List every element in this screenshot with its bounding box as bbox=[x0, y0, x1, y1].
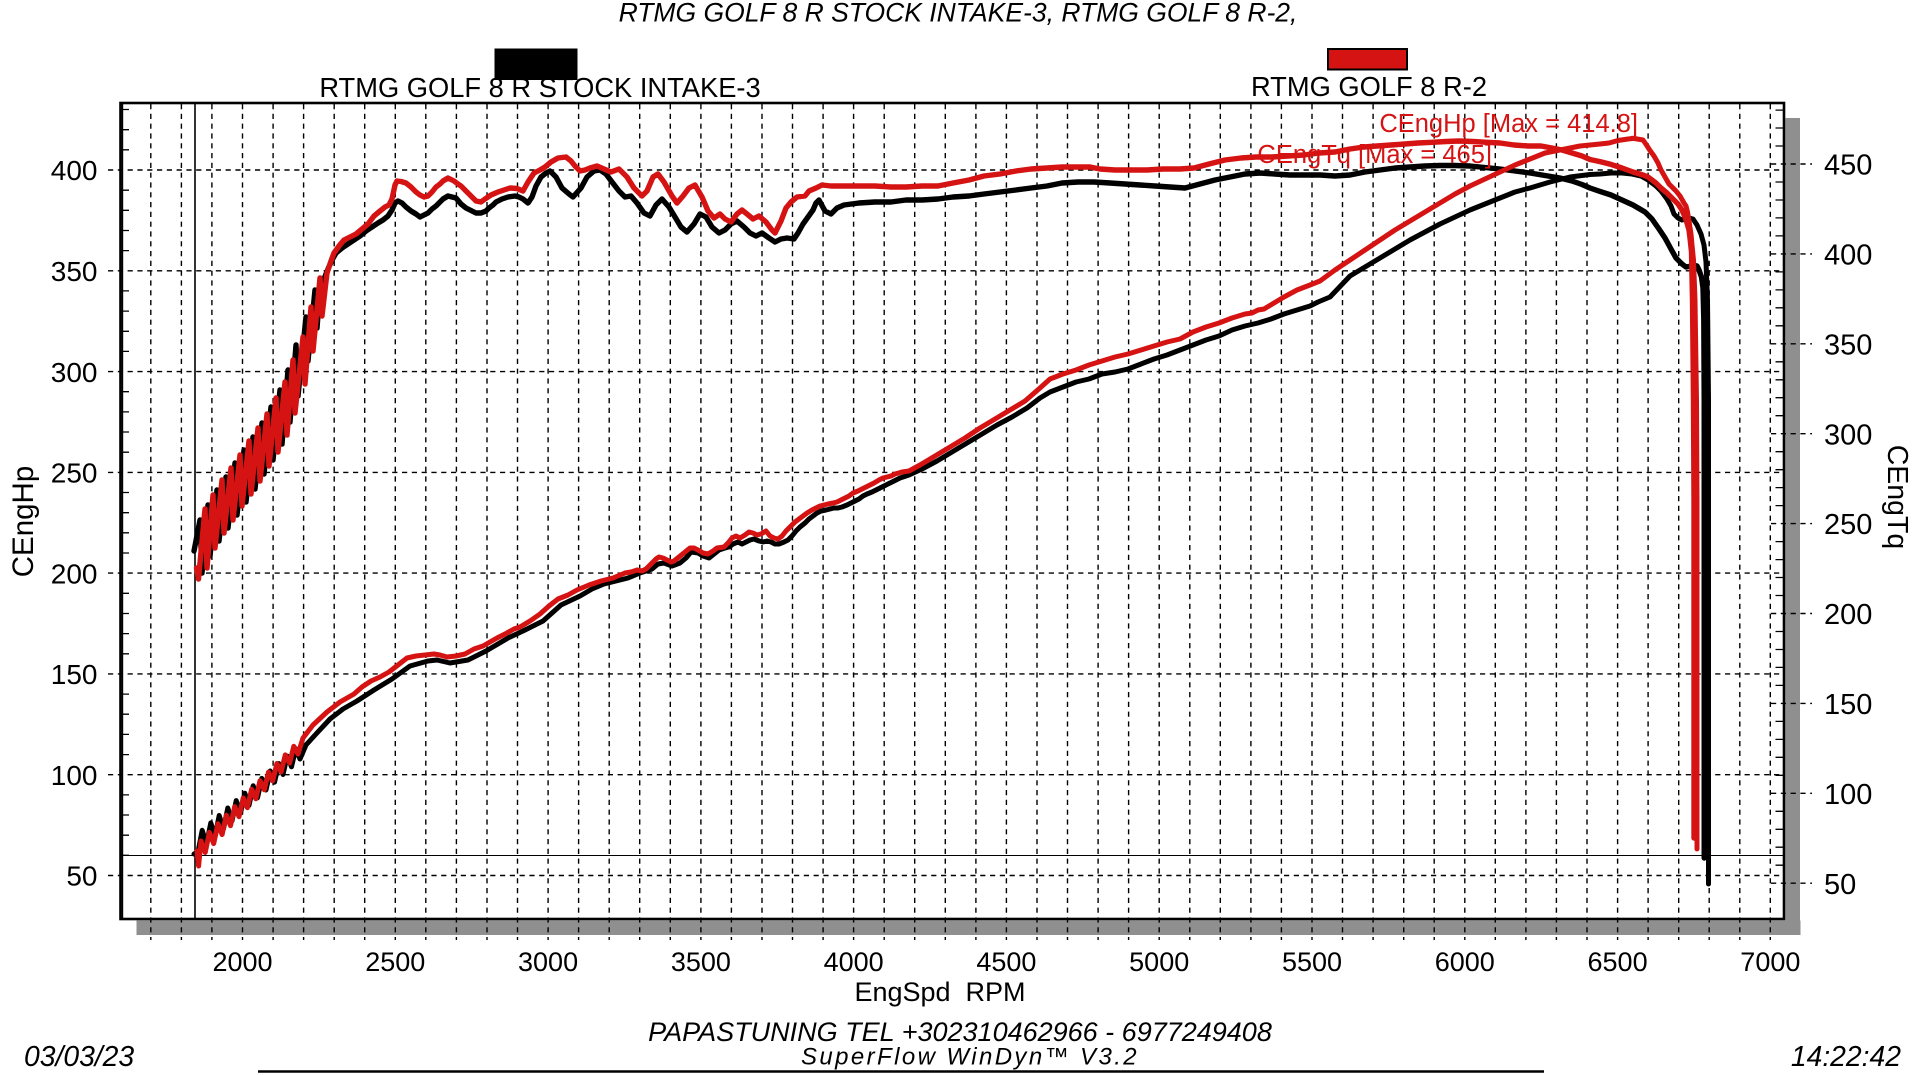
svg-text:250: 250 bbox=[1824, 509, 1872, 541]
svg-text:6500: 6500 bbox=[1588, 947, 1648, 977]
svg-text:400: 400 bbox=[51, 155, 98, 186]
svg-text:5000: 5000 bbox=[1129, 947, 1189, 977]
svg-text:4000: 4000 bbox=[824, 947, 884, 977]
svg-text:350: 350 bbox=[1824, 329, 1872, 361]
svg-text:CEngHp: CEngHp bbox=[7, 466, 40, 578]
svg-text:150: 150 bbox=[51, 659, 98, 690]
svg-text:RTMG GOLF 8 R STOCK INTAKE-3: RTMG GOLF 8 R STOCK INTAKE-3 bbox=[319, 72, 760, 103]
svg-text:300: 300 bbox=[51, 357, 98, 388]
svg-text:2500: 2500 bbox=[365, 947, 425, 977]
svg-text:5500: 5500 bbox=[1282, 947, 1342, 977]
svg-text:CEngTq: CEngTq bbox=[1881, 445, 1913, 550]
svg-text:150: 150 bbox=[1824, 689, 1872, 721]
svg-text:SuperFlow WinDyn™ V3.2: SuperFlow WinDyn™ V3.2 bbox=[801, 1044, 1139, 1071]
svg-text:200: 200 bbox=[1824, 599, 1872, 631]
svg-text:RTMG GOLF 8 R-2: RTMG GOLF 8 R-2 bbox=[1251, 71, 1487, 102]
svg-text:2000: 2000 bbox=[212, 947, 272, 977]
svg-text:250: 250 bbox=[51, 458, 98, 489]
svg-text:CEngTq [Max = 465]: CEngTq [Max = 465] bbox=[1257, 141, 1492, 169]
svg-text:CEngHp [Max = 414.8]: CEngHp [Max = 414.8] bbox=[1379, 110, 1638, 138]
svg-text:03/03/23: 03/03/23 bbox=[24, 1040, 134, 1072]
svg-text:6000: 6000 bbox=[1435, 947, 1495, 977]
svg-text:3500: 3500 bbox=[671, 947, 731, 977]
svg-text:200: 200 bbox=[51, 558, 98, 589]
svg-text:300: 300 bbox=[1824, 419, 1872, 451]
svg-text:450: 450 bbox=[1824, 150, 1872, 182]
svg-text:50: 50 bbox=[66, 861, 97, 892]
svg-text:3000: 3000 bbox=[518, 947, 578, 977]
svg-text:50: 50 bbox=[1824, 869, 1856, 901]
svg-text:14:22:42: 14:22:42 bbox=[1791, 1040, 1901, 1072]
svg-text:7000: 7000 bbox=[1740, 947, 1800, 977]
svg-text:100: 100 bbox=[51, 760, 98, 791]
svg-text:100: 100 bbox=[1824, 779, 1872, 811]
svg-text:400: 400 bbox=[1824, 240, 1872, 272]
svg-text:PAPASTUNING TEL +302310462966: PAPASTUNING TEL +302310462966 - 69772494… bbox=[648, 1017, 1272, 1047]
svg-text:EngSpd RPM: EngSpd RPM bbox=[854, 977, 1025, 1007]
svg-text:4500: 4500 bbox=[976, 947, 1036, 977]
svg-text:350: 350 bbox=[51, 256, 98, 287]
svg-text:RTMG GOLF 8 R STOCK INTAKE-3,: RTMG GOLF 8 R STOCK INTAKE-3, RTMG GOLF … bbox=[619, 0, 1298, 28]
